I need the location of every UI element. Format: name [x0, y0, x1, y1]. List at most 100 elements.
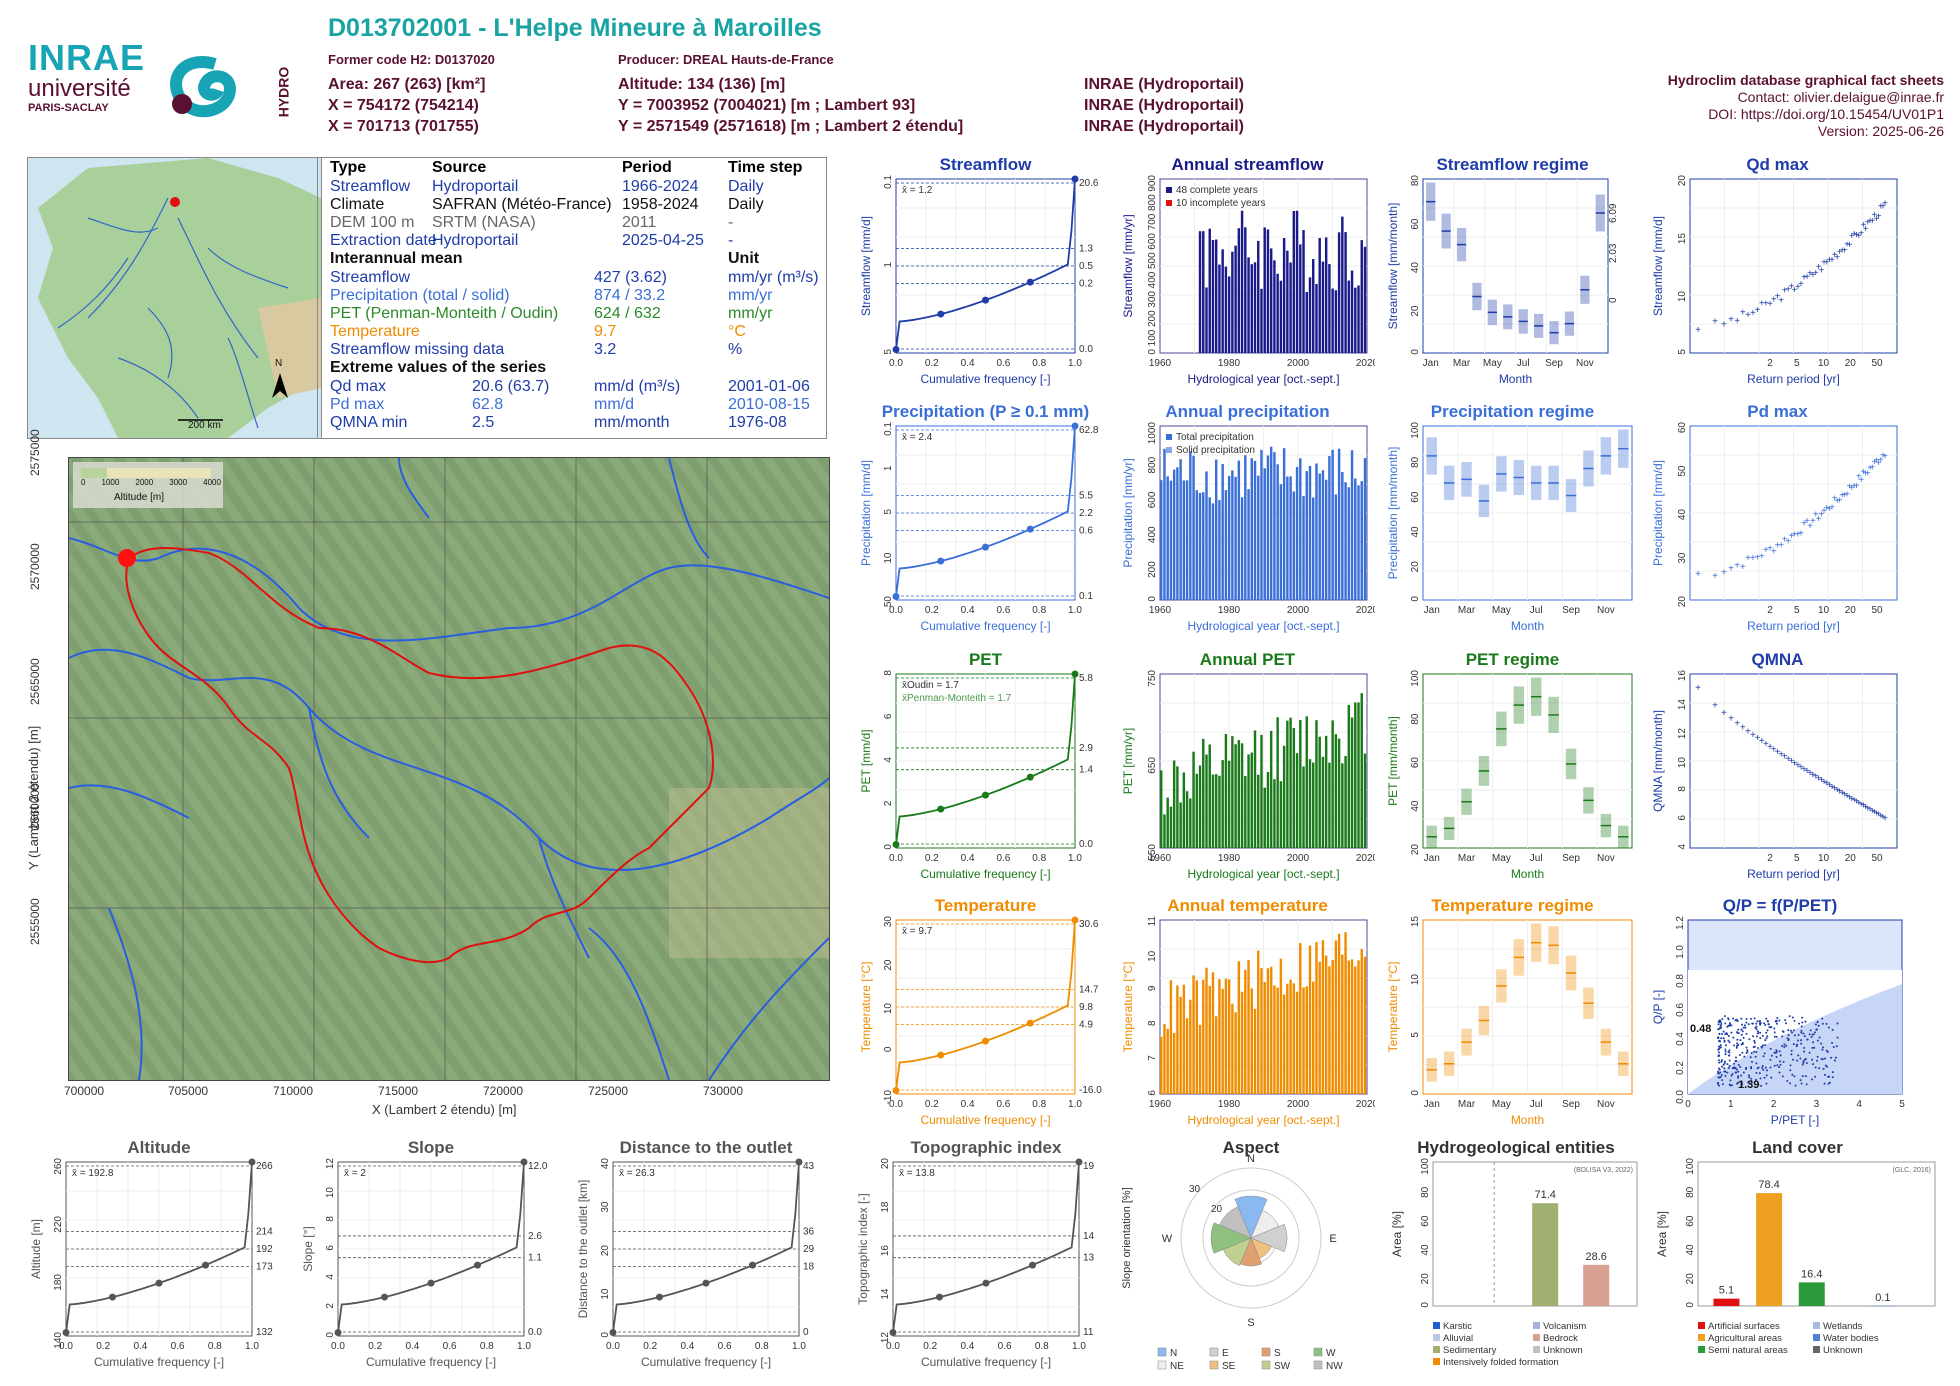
y-tick-label: 1.0: [1675, 945, 1686, 959]
chart-title: Precipitation (P ≥ 0.1 mm): [881, 402, 1090, 421]
right-tick-label: 0.0: [528, 1327, 542, 1338]
scatter-point: [1803, 1050, 1806, 1053]
year-bar: [1347, 960, 1351, 1094]
quantile-point: [892, 593, 900, 601]
year-bar: [1237, 740, 1241, 848]
legend-swatch: [1433, 1322, 1440, 1329]
chart-title: QMNA: [1751, 650, 1804, 669]
scatter-point: [1800, 1025, 1803, 1028]
x-tick-label: 0.0: [886, 1341, 900, 1352]
year-bar: [1337, 738, 1341, 848]
x-tick-label: 0.0: [59, 1341, 73, 1352]
map-x-tick: 705000: [168, 1084, 209, 1098]
x-tick-label: 0.0: [889, 605, 903, 616]
y-axis-label: Streamflow [mm/d]: [859, 216, 873, 316]
chart-svg: (BDLISA V3, 2022) 0 20 40 60 80 100 Area [%] 71.…: [1390, 1158, 1638, 1368]
year-bar: [1237, 228, 1241, 353]
quantile-point: [656, 1293, 663, 1301]
year-bar: [1176, 766, 1179, 848]
scatter-point: [1731, 1072, 1734, 1075]
scatter-point: [1794, 1084, 1797, 1087]
scatter-point: [1721, 1032, 1724, 1035]
y-tick-label: 80: [1410, 175, 1421, 187]
mean-label: Streamflow missing data: [330, 341, 505, 358]
y-tick-label: 650: [1147, 757, 1158, 774]
right-tick-label: 62.8: [1079, 425, 1099, 436]
y-tick-label: 16: [1677, 670, 1688, 682]
x-tick-label: 0.0: [889, 853, 903, 864]
return-point: +: [1882, 813, 1888, 824]
year-bar: [1273, 452, 1276, 600]
former-code: Former code H2: D0137020: [328, 52, 495, 67]
interannual-heading: Interannual mean: [330, 250, 463, 267]
scatter-point: [1750, 1052, 1753, 1055]
chart-precip_regime: Precipitation regime Jan Mar May Jul Sep Nov 0 2…: [1385, 402, 1640, 642]
year-bar: [1166, 476, 1169, 600]
year-bar: [1231, 736, 1234, 848]
year-bar: [1321, 470, 1325, 600]
y-axis-label: PET [mm/month]: [1386, 716, 1400, 806]
return-point: +: [1867, 463, 1873, 474]
chart-title: Temperature: [934, 896, 1037, 915]
db-info: Hydroclim database graphical fact sheets…: [1668, 72, 1944, 140]
legend-swatch: [1157, 1360, 1167, 1370]
chart-svg: 266 214 192 173 132 0.0 0.2 0.4 0.6 0.8 1.0 140 180 2…: [29, 1158, 273, 1369]
return-point: +: [1785, 285, 1791, 296]
info-cell: SRTM (NASA): [432, 214, 536, 231]
scatter-point: [1738, 1054, 1741, 1057]
scatter-point: [1821, 1046, 1824, 1049]
catchment-map: 0 1000 2000 3000 4000 Altitude [m]: [68, 457, 830, 1081]
category-bar: [1798, 1282, 1825, 1306]
year-bar: [1169, 480, 1173, 600]
scatter-point: [1805, 1062, 1808, 1065]
year-bar: [1269, 730, 1273, 848]
return-point: +: [1839, 245, 1845, 256]
month-label: Jan: [1424, 1099, 1440, 1110]
legend-label: 48 complete years: [1176, 185, 1258, 196]
right-tick-label: 9.8: [1079, 1002, 1093, 1013]
mean-label: Streamflow: [330, 269, 411, 286]
y-axis-label: Precipitation [mm/month]: [1386, 447, 1400, 580]
scatter-point: [1773, 1035, 1776, 1038]
return-point: +: [1763, 739, 1769, 750]
mean-label: PET (Penman-Monteith / Oudin): [330, 305, 559, 322]
year-bar: [1195, 980, 1199, 1094]
return-point: +: [1824, 503, 1830, 514]
quantile-point: [937, 805, 945, 813]
chart-svg: 19 14 13 11 0.0 0.2 0.4 0.6 0.8 1.0 12 14 16 18 20 Cumu…: [856, 1158, 1095, 1369]
scatter-point: [1734, 1071, 1737, 1074]
scatter-point: [1722, 1037, 1725, 1040]
return-point: +: [1856, 798, 1862, 809]
map-y-tick: 2570000: [28, 543, 42, 590]
y-tick-label: 12: [325, 1158, 336, 1170]
year-bar: [1331, 288, 1334, 353]
contact[interactable]: Contact: olivier.delaigue@inrae.fr: [1737, 89, 1944, 105]
return-point: +: [1782, 752, 1788, 763]
mean-value: 624 / 632: [594, 305, 661, 322]
doi-link[interactable]: DOI: https://doi.org/10.15454/UV01P1: [1708, 106, 1944, 122]
return-point: +: [1813, 509, 1819, 520]
scatter-point: [1754, 1055, 1757, 1058]
scatter-point: [1729, 1084, 1732, 1087]
return-point: +: [1755, 733, 1761, 744]
scatter-point: [1804, 1057, 1807, 1060]
return-point: +: [1860, 801, 1866, 812]
y-tick-label: 12: [880, 1332, 891, 1344]
legend-label: Alluvial: [1443, 1333, 1473, 1344]
right-tick-label: 2.6: [528, 1231, 542, 1242]
year-bar: [1231, 470, 1234, 600]
right-tick-label: 0.6: [1079, 525, 1093, 536]
return-point: +: [1778, 540, 1784, 551]
scatter-point: [1790, 1053, 1793, 1056]
x-tick-label: 1.0: [517, 1341, 531, 1352]
return-point: +: [1801, 519, 1807, 530]
year-bar: [1286, 476, 1289, 600]
x-tick-label: 1.0: [245, 1341, 259, 1352]
info-cell: 2025-04-25: [622, 232, 704, 249]
right-tick-label: 5.5: [1079, 491, 1093, 502]
year-bar: [1328, 455, 1331, 600]
month-label: Mar: [1458, 1099, 1476, 1110]
year-bar: [1318, 961, 1321, 1094]
year-bar: [1227, 979, 1231, 1094]
scatter-point: [1798, 1022, 1801, 1025]
